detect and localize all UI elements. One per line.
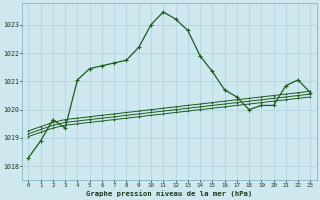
X-axis label: Graphe pression niveau de la mer (hPa): Graphe pression niveau de la mer (hPa) xyxy=(86,190,252,197)
